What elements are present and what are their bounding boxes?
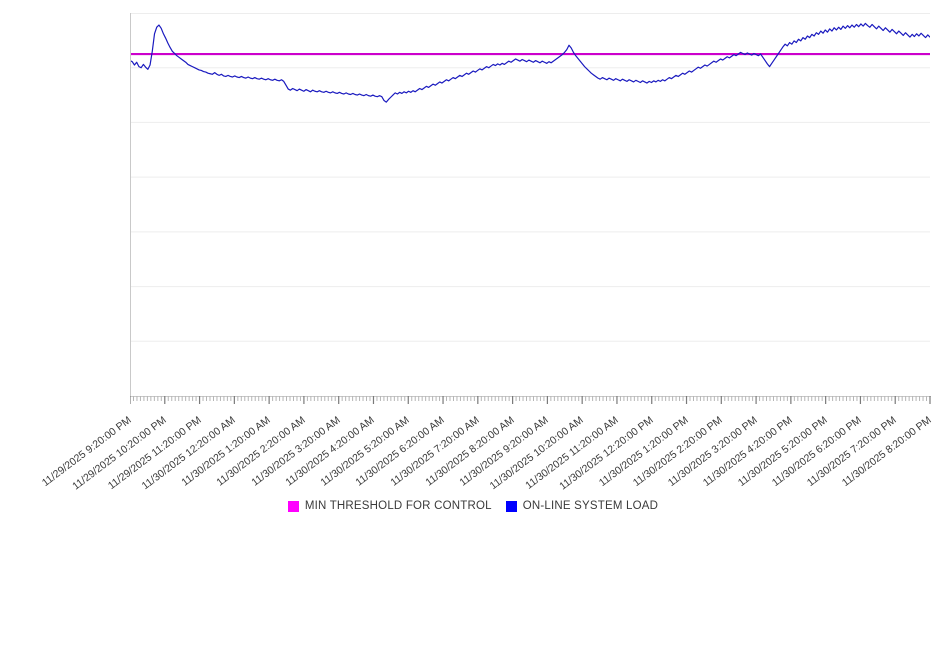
plot-canvas xyxy=(130,13,930,342)
x-axis-ticks xyxy=(130,396,931,404)
plot-area xyxy=(130,13,930,396)
legend-item[interactable]: MIN THRESHOLD FOR CONTROL xyxy=(287,500,492,512)
chart-legend: MIN THRESHOLD FOR CONTROL ON-LINE SYSTEM … xyxy=(0,496,946,516)
legend-label: MIN THRESHOLD FOR CONTROL xyxy=(304,500,492,512)
legend-swatch-icon xyxy=(505,500,517,512)
legend-item[interactable]: ON-LINE SYSTEM LOAD xyxy=(505,500,659,512)
gridlines xyxy=(130,13,930,342)
y-axis-line xyxy=(130,13,131,396)
chart-container: 11/29/2025 9:20:00 PM 11/29/2025 10:20:00… xyxy=(0,13,946,516)
legend-label: ON-LINE SYSTEM LOAD xyxy=(522,500,659,512)
legend-swatch-icon xyxy=(287,500,299,512)
on-line-system-load-line xyxy=(130,22,930,103)
